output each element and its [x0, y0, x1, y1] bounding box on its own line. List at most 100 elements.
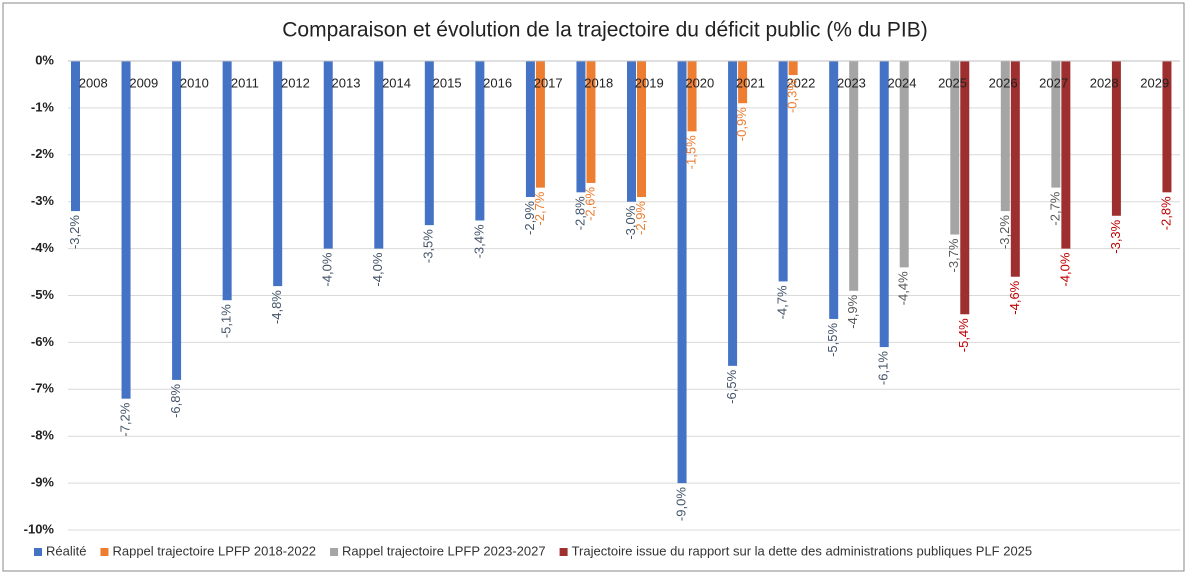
- y-tick-label: -3%: [31, 193, 55, 208]
- legend-swatch: [330, 548, 339, 556]
- bar: [728, 61, 738, 366]
- value-label: -0,3%: [785, 79, 800, 113]
- value-label: -2,8%: [572, 196, 587, 230]
- bar: [535, 61, 545, 188]
- x-tick-label: 2024: [888, 75, 917, 90]
- bar: [849, 61, 859, 291]
- x-tick-label: 2023: [837, 75, 866, 90]
- value-label: -1,5%: [683, 135, 698, 169]
- legend-label: Réalité: [46, 543, 86, 558]
- bar: [1111, 61, 1121, 216]
- y-tick-label: -2%: [31, 146, 55, 161]
- value-label: -4,7%: [775, 285, 790, 319]
- value-label: -4,0%: [320, 252, 335, 286]
- value-label: -2,7%: [532, 191, 547, 225]
- bar: [627, 61, 636, 202]
- value-label: -3,0%: [623, 205, 638, 239]
- x-tick-label: 2025: [938, 75, 967, 90]
- bar: [637, 61, 646, 198]
- x-tick-label: 2020: [685, 75, 714, 90]
- value-label: -3,2%: [67, 215, 82, 249]
- bar: [950, 61, 960, 235]
- x-tick-label: 2026: [989, 75, 1018, 90]
- x-tick-label: 2028: [1090, 75, 1119, 90]
- bar: [899, 61, 909, 268]
- bar: [677, 61, 687, 484]
- x-tick-label: 2021: [736, 75, 765, 90]
- bar: [1000, 61, 1010, 212]
- bar: [788, 61, 798, 76]
- x-tick-label: 2016: [483, 75, 512, 90]
- value-label: -3,3%: [1108, 219, 1123, 253]
- value-label: -4,8%: [269, 290, 284, 324]
- value-label: -7,2%: [117, 402, 132, 436]
- bar: [586, 61, 596, 183]
- y-tick-label: -8%: [31, 428, 55, 443]
- y-tick-label: -10%: [24, 521, 55, 536]
- y-tick-label: -7%: [31, 381, 55, 396]
- legend-swatch: [34, 548, 42, 556]
- bar: [525, 61, 535, 198]
- x-tick-label: 2014: [382, 75, 411, 90]
- value-label: -3,4%: [471, 224, 486, 258]
- value-label: -6,1%: [876, 351, 891, 385]
- x-tick-label: 2018: [584, 75, 613, 90]
- value-label: -2,7%: [1047, 191, 1062, 225]
- bar: [576, 61, 586, 193]
- bar: [323, 61, 333, 249]
- x-tick-label: 2027: [1039, 75, 1068, 90]
- value-label: -5,5%: [825, 323, 840, 357]
- value-label: -0,9%: [734, 107, 749, 141]
- legend-label: Rappel trajectoire LPFP 2023-2027: [342, 543, 546, 558]
- x-tick-label: 2012: [281, 75, 310, 90]
- value-label: -2,9%: [633, 201, 648, 235]
- y-tick-label: -6%: [31, 334, 55, 349]
- x-tick-label: 2017: [534, 75, 563, 90]
- bar: [222, 61, 232, 301]
- x-tick-label: 2013: [332, 75, 361, 90]
- legend-swatch: [559, 548, 568, 556]
- value-label: -5,4%: [956, 318, 971, 352]
- y-tick-label: -5%: [31, 287, 55, 302]
- legend-label: Trajectoire issue du rapport sur la dett…: [572, 543, 1033, 558]
- value-label: -4,0%: [1057, 252, 1072, 286]
- bar: [121, 61, 131, 399]
- bar: [687, 61, 697, 132]
- value-label: -3,7%: [946, 238, 961, 272]
- y-tick-label: -1%: [31, 99, 55, 114]
- value-label: -3,5%: [421, 229, 436, 263]
- value-label: -4,0%: [370, 252, 385, 286]
- value-label: -4,9%: [845, 294, 860, 328]
- bar: [1010, 61, 1020, 277]
- x-tick-label: 2008: [79, 75, 108, 90]
- x-tick-label: 2022: [786, 75, 815, 90]
- y-tick-label: 0%: [35, 52, 54, 67]
- value-label: -2,8%: [1158, 196, 1173, 230]
- value-label: -6,5%: [724, 369, 739, 403]
- bar: [1061, 61, 1071, 249]
- legend-label: Rappel trajectoire LPFP 2018-2022: [112, 543, 316, 558]
- y-tick-label: -4%: [31, 240, 55, 255]
- bar: [172, 61, 182, 380]
- value-label: -2,9%: [522, 201, 537, 235]
- bar: [71, 61, 80, 212]
- x-tick-label: 2009: [129, 75, 158, 90]
- value-label: -2,6%: [582, 187, 597, 221]
- value-label: -4,4%: [896, 271, 911, 305]
- bar: [374, 61, 384, 249]
- value-label: -3,2%: [997, 215, 1012, 249]
- bar: [778, 61, 788, 282]
- x-tick-label: 2010: [180, 75, 209, 90]
- bar: [273, 61, 283, 287]
- x-tick-label: 2015: [433, 75, 462, 90]
- bar: [960, 61, 970, 315]
- chart-title: Comparaison et évolution de la trajectoi…: [282, 19, 928, 42]
- value-label: -6,8%: [168, 383, 183, 417]
- bar: [738, 61, 748, 104]
- y-tick-label: -9%: [31, 475, 55, 490]
- bar: [1051, 61, 1061, 188]
- bar: [475, 61, 485, 221]
- value-label: -5,1%: [219, 304, 234, 338]
- bar: [829, 61, 839, 319]
